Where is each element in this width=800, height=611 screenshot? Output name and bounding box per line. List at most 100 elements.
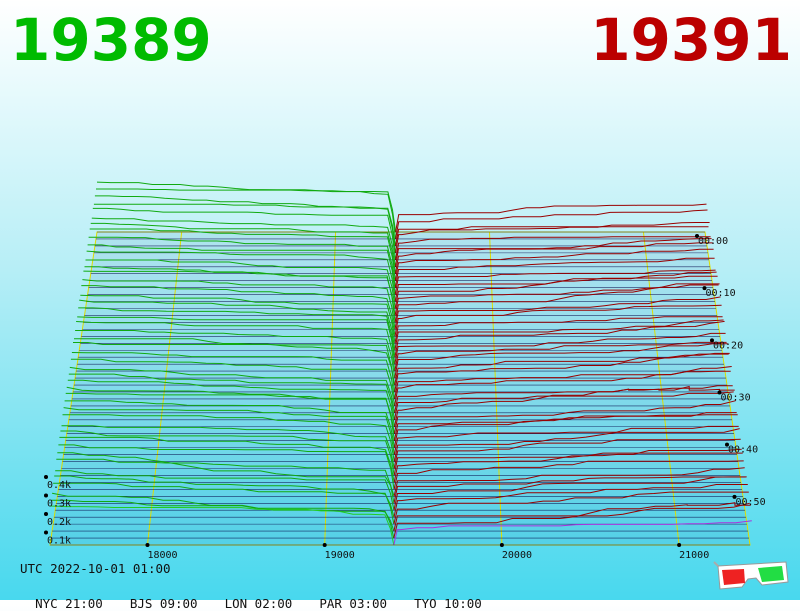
volume-tick-label: 0.3k <box>47 499 71 510</box>
ask-depth-line <box>394 275 718 309</box>
ask-depth-line <box>394 257 715 288</box>
tz-lon: LON 02:00 <box>225 596 293 611</box>
bid-depth-line <box>66 386 395 434</box>
bid-depth-line <box>86 250 396 302</box>
time-tick-label: 00:00 <box>698 236 728 247</box>
time-tick-mark <box>717 390 722 395</box>
time-tick-mark <box>725 442 729 447</box>
volume-tick-mark <box>44 493 48 498</box>
ask-depth-line <box>393 460 744 490</box>
ask-depth-line <box>395 222 710 253</box>
bid-depth-line <box>90 222 396 274</box>
utc-label: UTC <box>20 561 43 576</box>
bid-depth-line <box>61 425 395 469</box>
ask-depth-line <box>393 476 746 504</box>
ask-depth-line <box>394 385 733 413</box>
utc-time: 2022-10-01 01:00 <box>50 561 171 576</box>
tz-tyo-name: TYO <box>414 596 437 611</box>
3d-glasses-icon[interactable] <box>712 558 792 592</box>
bid-depth-line <box>58 444 395 490</box>
ask-price: 19391 <box>590 6 792 74</box>
ask-depth-line <box>393 491 749 525</box>
tz-nyc-time: 21:00 <box>65 596 103 611</box>
bid-depth-line <box>68 373 395 420</box>
tz-tyo: TYO 10:00 <box>414 596 482 611</box>
ask-depth-line <box>395 236 711 260</box>
depth-series <box>49 181 752 546</box>
bid-depth-line <box>96 188 397 240</box>
volume-tick-label: 0.4k <box>47 480 71 491</box>
ask-depth-line <box>393 414 738 448</box>
bid-depth-line <box>53 482 395 525</box>
ask-depth-line <box>393 425 739 455</box>
x-tick-mark <box>322 543 327 547</box>
tz-bjs-name: BJS <box>129 596 153 611</box>
ask-depth-line <box>394 332 726 365</box>
tz-lon-name: LON <box>224 596 248 611</box>
ask-depth-line <box>393 412 737 441</box>
bid-depth-line <box>55 470 395 511</box>
bid-depth-line <box>63 407 395 455</box>
tz-bjs: BJS 09:00 <box>130 596 198 611</box>
ask-depth-line <box>393 520 752 546</box>
bid-depth-line <box>92 207 396 260</box>
time-tick-mark <box>702 286 707 291</box>
x-tick-mark <box>499 543 504 547</box>
ask-depth-line <box>393 502 750 532</box>
ask-depth-line <box>393 467 745 497</box>
ask-depth-line <box>395 209 708 240</box>
tz-nyc-name: NYC <box>35 596 58 611</box>
bid-depth-line <box>88 236 396 288</box>
volume-tick-mark <box>44 512 48 516</box>
bid-depth-line <box>79 299 396 351</box>
ask-depth-line <box>395 203 707 233</box>
bid-depth-line <box>77 316 396 365</box>
bid-depth-line <box>87 244 396 295</box>
time-tick-label: 00:40 <box>728 445 758 456</box>
bid-depth-line <box>59 436 395 483</box>
utc-clock: UTC 2022-10-01 01:00 <box>20 561 171 576</box>
bid-depth-line <box>75 330 396 379</box>
bid-depth-line <box>57 452 395 497</box>
volume-tick-mark <box>44 475 48 479</box>
bid-depth-line <box>81 285 396 337</box>
chart-ticks: 18000 19000 20000 21000 0.1k 0.2k 0.3k 0.4k 00:0… <box>44 234 766 561</box>
time-tick-mark <box>695 234 699 238</box>
x-tick-label: 21000 <box>679 550 709 561</box>
bid-depth-line <box>65 392 395 441</box>
bid-depth-line <box>69 366 396 413</box>
bid-depth-line <box>64 400 395 448</box>
ask-depth-line <box>393 438 741 469</box>
ask-depth-line <box>393 484 748 518</box>
bid-depth-line <box>82 279 396 330</box>
tz-par: PAR 03:00 <box>319 596 387 611</box>
tz-nyc: NYC 21:00 <box>35 596 103 611</box>
bid-depth-line <box>60 430 395 476</box>
ask-depth-line <box>394 242 713 274</box>
ask-depth-line <box>394 283 720 323</box>
price-gridline-19000 <box>324 231 337 546</box>
ask-depth-line <box>394 366 732 406</box>
ask-depth-line <box>393 452 743 483</box>
time-tick-mark <box>710 338 714 343</box>
ask-depth-line <box>394 343 728 379</box>
time-tick-label: 00:20 <box>713 340 743 351</box>
bid-depth-line <box>51 499 395 539</box>
bid-depth-line <box>85 259 396 309</box>
bid-depth-line <box>76 321 396 372</box>
ask-depth-line <box>395 226 709 246</box>
volume-tick-mark <box>44 530 48 535</box>
ask-depth-line <box>393 428 740 462</box>
bid-depth-line <box>70 358 396 406</box>
tz-lon-time: 02:00 <box>254 596 293 611</box>
bid-depth-line <box>71 352 396 399</box>
ask-depth-line <box>394 320 725 358</box>
price-gridline-18000 <box>146 231 183 546</box>
bid-depth-line <box>80 294 396 344</box>
ask-depth-line <box>394 296 721 330</box>
time-tick-label: 00:30 <box>721 393 751 404</box>
world-clocks: NYC 21:00 BJS 09:00 LON 02:00 PAR 03:00 TYO … <box>20 581 509 611</box>
ask-depth-line <box>393 448 742 476</box>
ask-depth-line <box>394 341 727 372</box>
